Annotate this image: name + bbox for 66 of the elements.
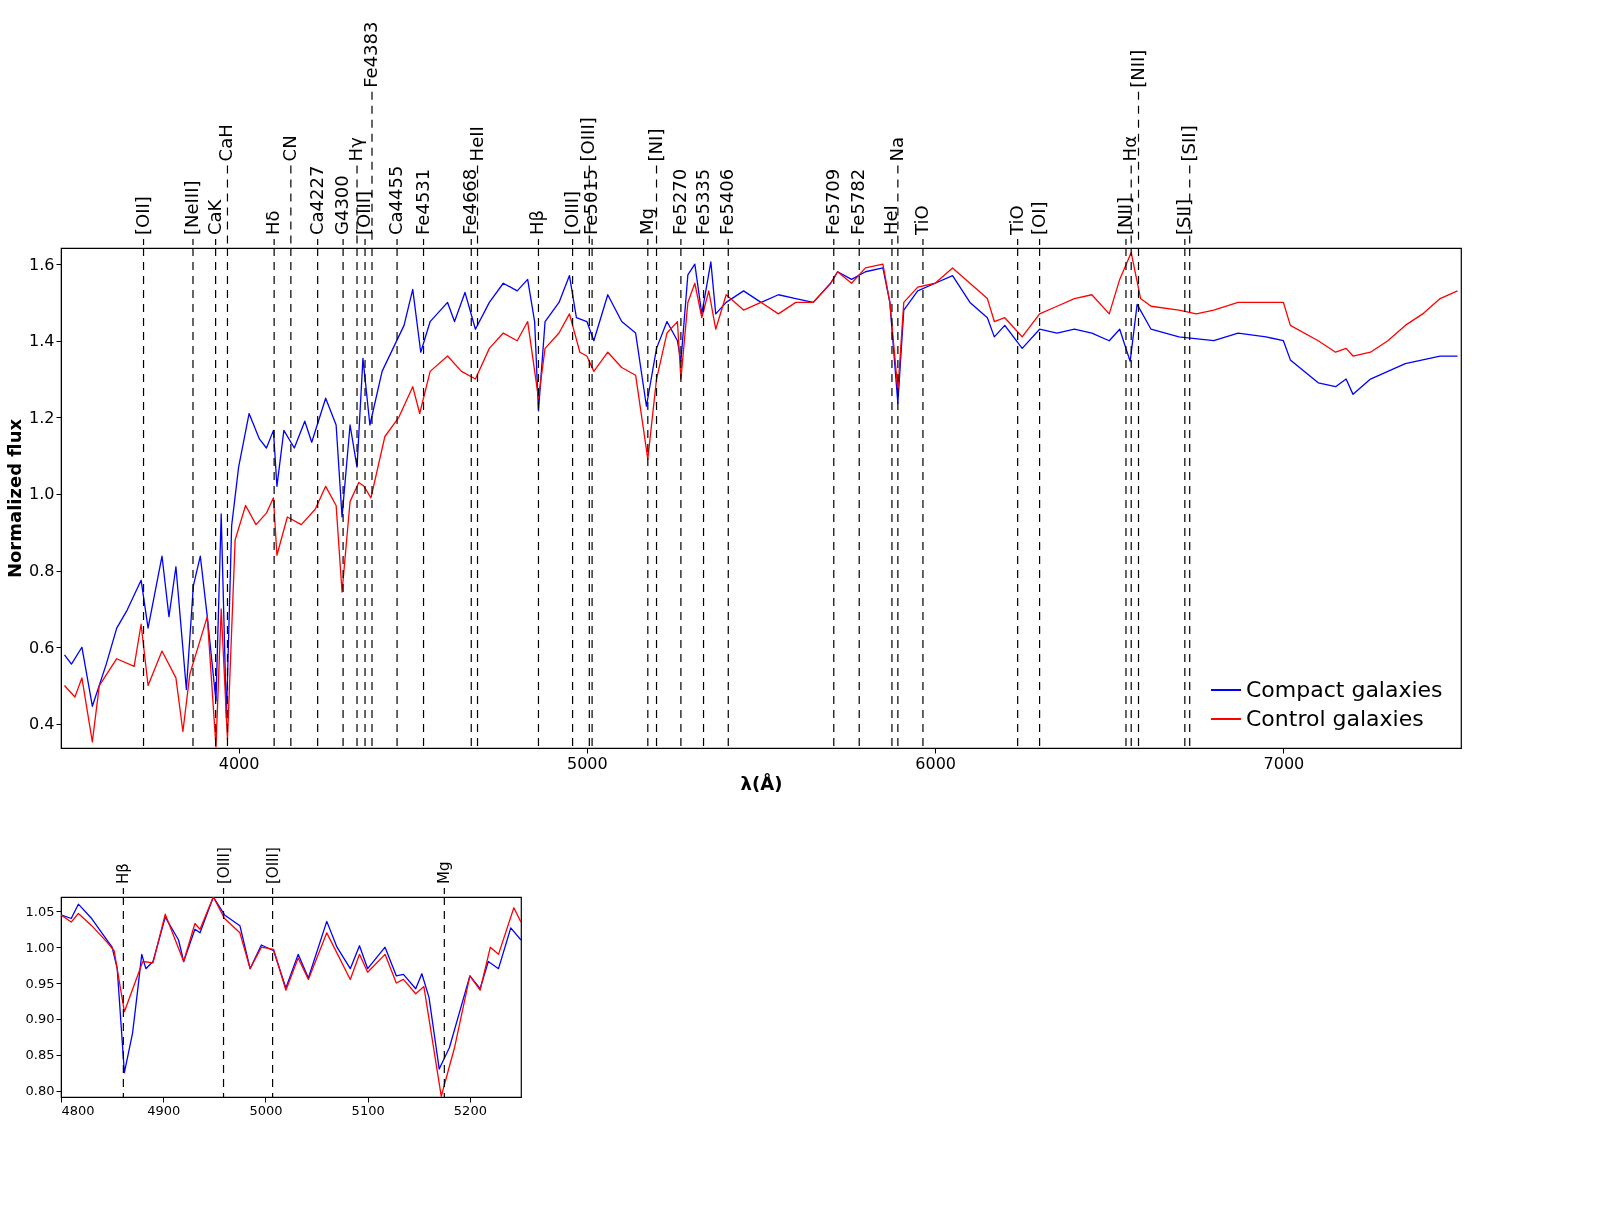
y-tick-label: 1.2	[29, 407, 55, 427]
legend-label: Control galaxies	[1246, 706, 1424, 731]
y-tick-label: 0.4	[29, 714, 55, 734]
y-tick-label: 1.0	[29, 484, 55, 504]
y-axis-title: Normalized flux	[4, 418, 26, 579]
x-tick-label: 5200	[453, 1102, 487, 1118]
ref-line-label: Hβ	[526, 209, 548, 235]
x-tick-label: 6000	[915, 753, 956, 773]
ref-line-label: HeII	[465, 126, 487, 162]
ref-line-label: [NII]	[1113, 196, 1135, 235]
x-tick-label: 4800	[61, 1102, 95, 1118]
legend-label: Compact galaxies	[1246, 677, 1443, 702]
ref-line-label: [OIII]	[263, 847, 282, 884]
ref-line-label: CaH	[215, 124, 237, 162]
ref-line-label: Fe5709	[821, 168, 843, 235]
ref-line-label: Mg	[435, 861, 454, 884]
ref-line-label: [NeIII]	[180, 180, 202, 235]
y-tick-label: 0.80	[25, 1083, 55, 1099]
ref-line-label: [OIII]	[577, 117, 599, 162]
ref-line-label: Fe4668	[459, 168, 481, 235]
ref-line-label: [SII]	[1172, 198, 1194, 235]
ref-line-label: Fe4383	[360, 21, 381, 88]
ref-line-label: TiO	[1005, 205, 1027, 236]
ref-line-label: [SII]	[1177, 125, 1199, 162]
ref-line-label: Hα	[1119, 135, 1141, 162]
y-tick-label: 1.00	[25, 939, 55, 955]
ref-line-label: [OIII]	[560, 190, 582, 235]
ref-line-label: [OII]	[131, 196, 153, 235]
y-tick-label: 1.05	[25, 903, 55, 919]
ref-line-label: Hδ	[262, 210, 284, 235]
ref-line-label: [NII]	[1126, 49, 1148, 88]
ref-line-label: [OIII]	[353, 190, 375, 235]
ref-line-label: CN	[278, 135, 300, 162]
x-tick-label: 5000	[567, 753, 608, 773]
ref-line-label: Fe5015	[580, 168, 602, 235]
ref-line-label: Fe5406	[716, 168, 738, 235]
ref-line-label: Fe5270	[668, 168, 690, 235]
ref-line-label: [NI]	[644, 128, 666, 162]
ref-line-label: TiO	[910, 205, 932, 236]
y-tick-label: 0.95	[25, 975, 55, 991]
ref-line-label: Fe5335	[691, 168, 713, 235]
ref-line-label: Hβ	[114, 863, 133, 884]
y-tick-label: 1.4	[29, 331, 55, 351]
x-tick-label: 4000	[218, 753, 260, 773]
ref-line-label: Fe4531	[411, 168, 433, 235]
ref-line-label: Fe5782	[847, 168, 869, 235]
ref-line-label: CaK	[203, 198, 225, 235]
x-tick-label: 5000	[249, 1102, 283, 1118]
x-tick-label: 5100	[351, 1102, 385, 1118]
y-tick-label: 0.90	[25, 1011, 55, 1027]
ref-line-label: G4300	[331, 175, 353, 235]
ref-line-label: Ca4227	[305, 165, 327, 235]
x-tick-label: 4900	[147, 1102, 181, 1118]
y-tick-label: 0.8	[29, 561, 55, 581]
ref-line-label: Na	[885, 136, 907, 162]
ref-line-label: Hγ	[345, 136, 367, 162]
y-tick-label: 0.85	[25, 1047, 55, 1063]
y-tick-label: 1.6	[29, 254, 55, 274]
ref-line-label: [OIII]	[214, 847, 233, 884]
x-tick-label: 7000	[1263, 753, 1305, 773]
ref-line-label: Ca4455	[385, 165, 407, 235]
ref-line-label: Mg	[635, 208, 657, 235]
y-tick-label: 0.6	[29, 637, 55, 657]
ref-line-label: [OI]	[1027, 201, 1049, 235]
ref-line-label: HeI	[879, 205, 901, 235]
x-axis-title: λ(Å)	[740, 771, 783, 794]
